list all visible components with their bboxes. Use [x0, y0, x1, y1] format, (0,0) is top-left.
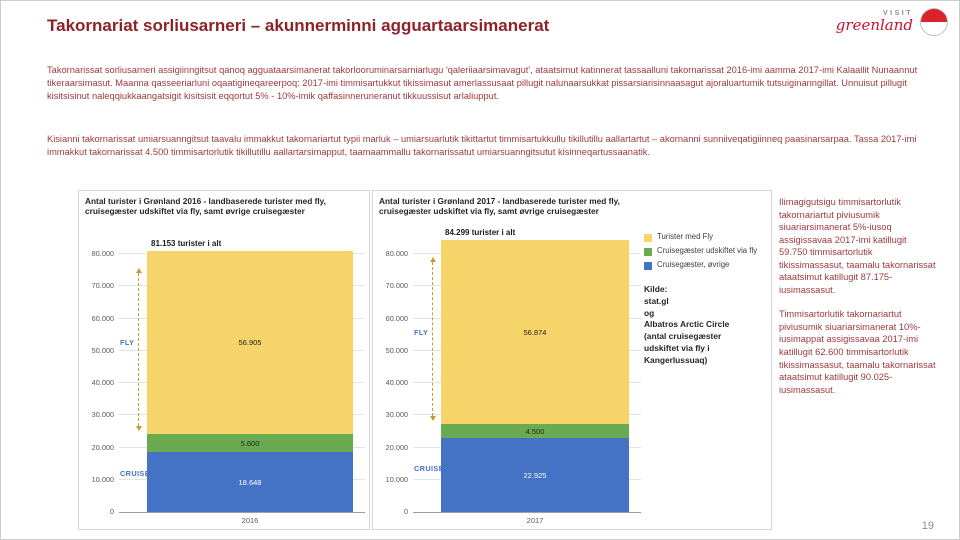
bar-segment-label: 22.925	[523, 471, 547, 481]
y-tick-label: 40.000	[91, 378, 114, 388]
y-tick-label: 60.000	[91, 313, 114, 323]
bar-segment-label: 56.874	[523, 328, 547, 338]
y-tick-label: 40.000	[385, 378, 408, 388]
stacked-bar: 22.925 4.500 56.874 84.299 turister i alt	[441, 222, 629, 512]
sidebar-paragraph-1: Ilimagigutsigu timmisartorlutik takornar…	[779, 197, 936, 295]
y-tick-label: 10.000	[385, 474, 408, 484]
bar-segment-label: 56.905	[238, 338, 262, 348]
legend-label: Cruisegæster, øvrige	[657, 260, 730, 269]
bar-segment	[147, 250, 353, 434]
legend-swatch	[644, 234, 652, 242]
y-tick-label: 50.000	[385, 345, 408, 355]
page-number: 19	[921, 520, 934, 532]
sidebar-paragraph-2: Timmisartorlutik takornariartut piviusum…	[779, 309, 936, 395]
chart-2017: Antal turister i Grønland 2017 - landbas…	[372, 190, 772, 530]
y-tick-label: 80.000	[91, 249, 114, 259]
legend-swatch	[644, 248, 652, 256]
legend-item: Cruisegæster udskiftet via fly	[644, 246, 766, 256]
bar-segment	[441, 438, 629, 512]
commentary-sidebar: Ilimagigutsigu timmisartorlutik takornar…	[779, 196, 937, 408]
chart-title: Antal turister i Grønland 2016 - landbas…	[85, 196, 326, 217]
annotation-label: CRUISE	[414, 463, 444, 473]
x-axis-label: 2016	[241, 516, 259, 525]
y-tick-label: 70.000	[385, 281, 408, 291]
y-tick-label: 60.000	[385, 313, 408, 323]
annotation-label: FLY	[120, 338, 135, 348]
y-tick-label: 70.000	[91, 281, 114, 291]
annotation-label: CRUISE	[120, 468, 150, 478]
y-tick-label: 30.000	[385, 410, 408, 420]
annotation-arrow	[430, 257, 436, 421]
chart-2016: Antal turister i Grønland 2016 - landbas…	[78, 190, 370, 530]
bar-segment-label: 4.500	[525, 426, 545, 436]
y-tick-label: 80.000	[385, 249, 408, 259]
plot: 18.648 5.600 56.905 81.153 turister i alt F…	[119, 222, 365, 513]
body-paragraph-2: Kisianni takornarissat umiarsuanngitsut …	[47, 134, 917, 158]
logo-greenland-label: greenland	[835, 16, 913, 34]
x-axis: 2016	[119, 513, 365, 527]
y-tick-label: 50.000	[91, 345, 114, 355]
plot: 22.925 4.500 56.874 84.299 turister i alt F…	[413, 222, 641, 513]
chart-legend-area: Turister med Fly Cruisegæster udskiftet v…	[644, 232, 766, 366]
annotation-label: FLY	[414, 328, 429, 338]
page-title: Takornariat sorliusarneri – akunnerminni…	[47, 16, 550, 35]
y-tick-label: 30.000	[91, 410, 114, 420]
visit-greenland-logo: VISIT greenland	[836, 8, 948, 36]
x-axis: 2017	[413, 513, 641, 527]
bar-segment	[147, 433, 353, 452]
logo-text: VISIT greenland	[836, 10, 913, 34]
legend-label: Cruisegæster udskiftet via fly	[657, 246, 758, 255]
body-paragraph-1: Takornarissat sorliusarneri assigiinngit…	[47, 65, 918, 102]
legend-item: Cruisegæster, øvrige	[644, 260, 766, 270]
chart-title: Antal turister i Grønland 2017 - landbas…	[379, 196, 620, 217]
source-note: Kilde: stat.gl og Albatros Arctic Circle…	[644, 284, 730, 365]
bar-segment	[147, 451, 353, 512]
legend-swatch	[644, 262, 652, 270]
y-axis: 0 10.000 20.000 30.000 40.000 50.000 60.000 70.…	[379, 222, 413, 516]
y-tick-label: 20.000	[91, 442, 114, 452]
x-axis-label: 2017	[526, 516, 544, 525]
annotation-arrow	[136, 267, 142, 432]
bar-segment	[441, 240, 629, 424]
y-tick-label: 20.000	[385, 442, 408, 452]
chart-plot-area: 0 10.000 20.000 30.000 40.000 50.000 60.000 70.…	[85, 222, 365, 516]
legend-item: Turister med Fly	[644, 232, 766, 242]
greenland-flag-icon	[920, 8, 948, 36]
y-axis: 0 10.000 20.000 30.000 40.000 50.000 60.000 70.…	[85, 222, 119, 516]
bar-total-label: 81.153 turister i alt	[151, 238, 222, 248]
y-tick-label: 0	[403, 507, 408, 516]
bar-total-label: 84.299 turister i alt	[445, 228, 516, 238]
chart-plot-area: 0 10.000 20.000 30.000 40.000 50.000 60.000 70.…	[379, 222, 641, 516]
y-tick-label: 10.000	[91, 474, 114, 484]
y-tick-label: 0	[109, 507, 114, 516]
stacked-bar: 18.648 5.600 56.905 81.153 turister i alt	[147, 222, 353, 512]
legend-label: Turister med Fly	[657, 232, 714, 241]
bar-segment-label: 5.600	[240, 438, 260, 448]
legend: Turister med Fly Cruisegæster udskiftet v…	[644, 232, 766, 270]
logo-visit-label: VISIT	[882, 10, 913, 17]
bar-segment	[441, 423, 629, 439]
bar-segment-label: 18.648	[238, 477, 262, 487]
